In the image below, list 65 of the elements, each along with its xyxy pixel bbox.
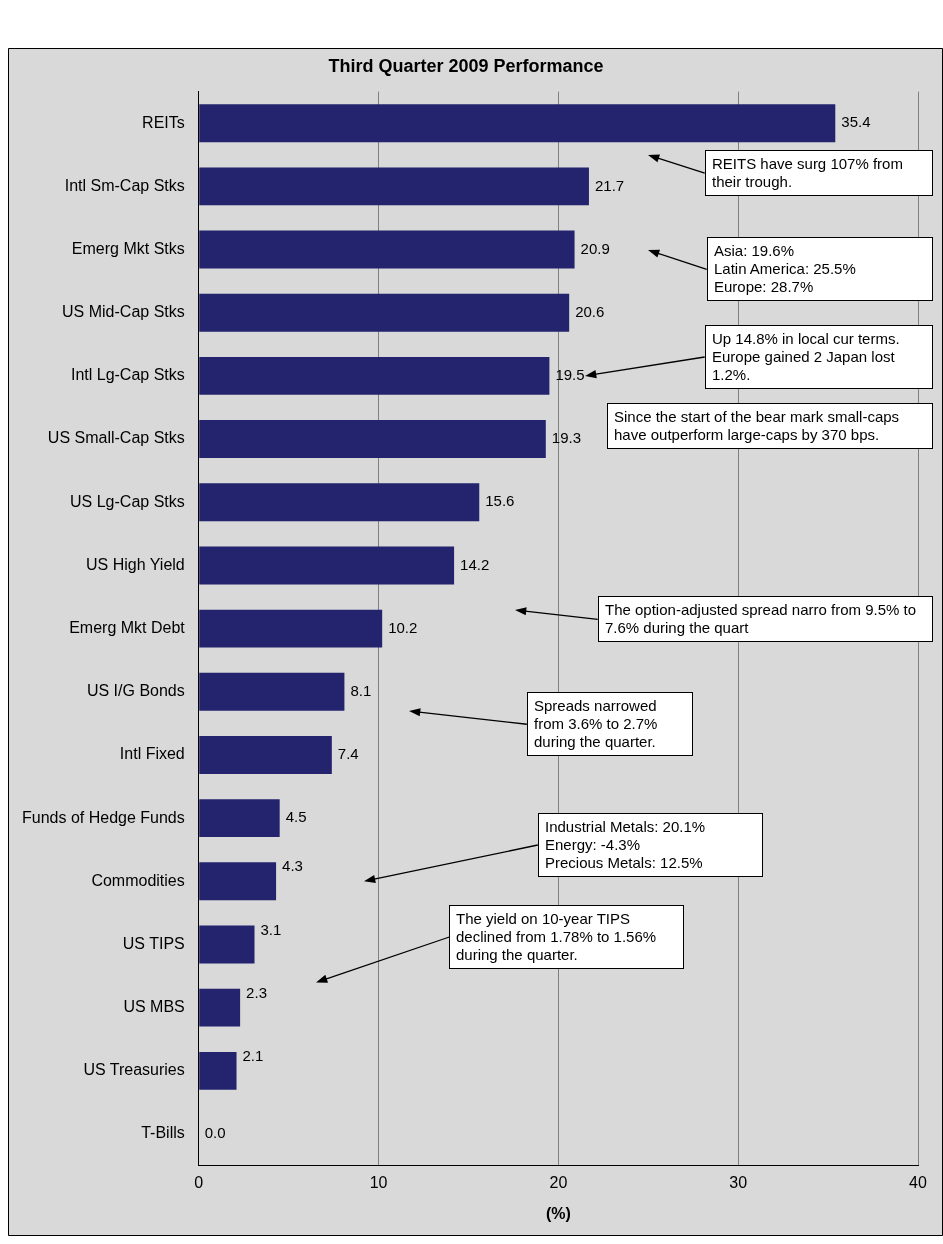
x-tick-label: 0 [194, 1173, 204, 1191]
x-tick-label: 40 [909, 1173, 927, 1191]
y-tick-label: Emerg Mkt Stks [71, 239, 185, 257]
x-tick-label: 20 [549, 1173, 568, 1191]
data-label: 8.1 [350, 681, 372, 699]
data-label: 2.3 [246, 983, 267, 1001]
callout-box: Industrial Metals: 20.1% Energy: -4.3% Precious Metals: 12.5% [538, 813, 763, 877]
data-label: 7.4 [337, 745, 359, 763]
y-tick-label: T-Bills [141, 1124, 185, 1142]
data-label: 20.6 [575, 302, 605, 320]
y-tick-label: Funds of Hedge Funds [22, 808, 185, 826]
data-label: 21.7 [594, 176, 625, 194]
bar [199, 925, 255, 964]
bar [199, 799, 280, 838]
data-label: 2.1 [242, 1046, 264, 1064]
bar [199, 293, 570, 332]
data-label: 19.3 [551, 429, 581, 447]
bar [199, 420, 546, 459]
y-tick-label: Emerg Mkt Debt [69, 619, 186, 637]
bar [199, 1051, 237, 1090]
data-label: 3.1 [260, 920, 282, 938]
data-label: 10.2 [388, 618, 418, 636]
callout-box: The yield on 10-year TIPS declined from 1.78% to 1.56% during the quarter. [449, 905, 684, 969]
data-label: 19.5 [555, 366, 585, 384]
callout-box: Asia: 19.6% Latin America: 25.5% Europe: 28.7% [707, 237, 933, 301]
data-label: 14.2 [460, 555, 490, 573]
y-tick-label: US TIPS [122, 934, 185, 952]
bar [199, 356, 550, 395]
bar [199, 672, 345, 711]
bar [199, 862, 277, 901]
callout-box: Up 14.8% in local cur terms. Europe gained 2 Japan lost 1.2%. [705, 325, 933, 389]
y-tick-label: Intl Lg-Cap Stks [70, 366, 185, 384]
data-label: 35.4 [841, 113, 871, 131]
x-axis-title: (%) [545, 1204, 571, 1222]
callout-box: The option-adjusted spread narro from 9.5% to 7.6% during the quart [598, 596, 933, 642]
data-label: 4.5 [285, 808, 307, 826]
bar [199, 609, 383, 648]
bar [199, 230, 575, 269]
y-tick-label: US Small-Cap Stks [47, 429, 185, 447]
data-label: 0.0 [204, 1124, 226, 1142]
bar [199, 167, 589, 206]
y-tick-label: US MBS [123, 998, 185, 1016]
chart-title: Third Quarter 2009 Performance [328, 55, 604, 76]
bar [199, 546, 455, 585]
y-tick-label: US Mid-Cap Stks [62, 303, 185, 321]
y-tick-label: Commodities [91, 871, 185, 889]
y-tick-label: US Treasuries [83, 1061, 185, 1079]
data-label: 20.9 [580, 239, 610, 257]
x-tick-label: 30 [729, 1173, 748, 1191]
y-tick-label: REITs [142, 113, 185, 131]
bar [199, 104, 836, 143]
bar [199, 736, 332, 774]
y-tick-label: US Lg-Cap Stks [70, 492, 185, 510]
data-label: 15.6 [485, 492, 515, 510]
y-tick-label: US High Yield [86, 555, 185, 573]
callout-box: Since the start of the bear mark small-caps have outperform large-caps by 370 bps. [607, 403, 933, 449]
x-tick-label: 10 [369, 1173, 388, 1191]
bar [199, 988, 241, 1027]
callout-box: Spreads narrowed from 3.6% to 2.7% during the quarter. [527, 692, 693, 756]
callout-box: REITS have surg 107% from their trough. [705, 150, 933, 196]
y-tick-label: Intl Sm-Cap Stks [64, 176, 185, 194]
y-tick-label: US I/G Bonds [86, 682, 185, 700]
bar [199, 483, 480, 522]
y-tick-label: Intl Fixed [119, 745, 185, 763]
data-label: 4.3 [282, 857, 303, 875]
